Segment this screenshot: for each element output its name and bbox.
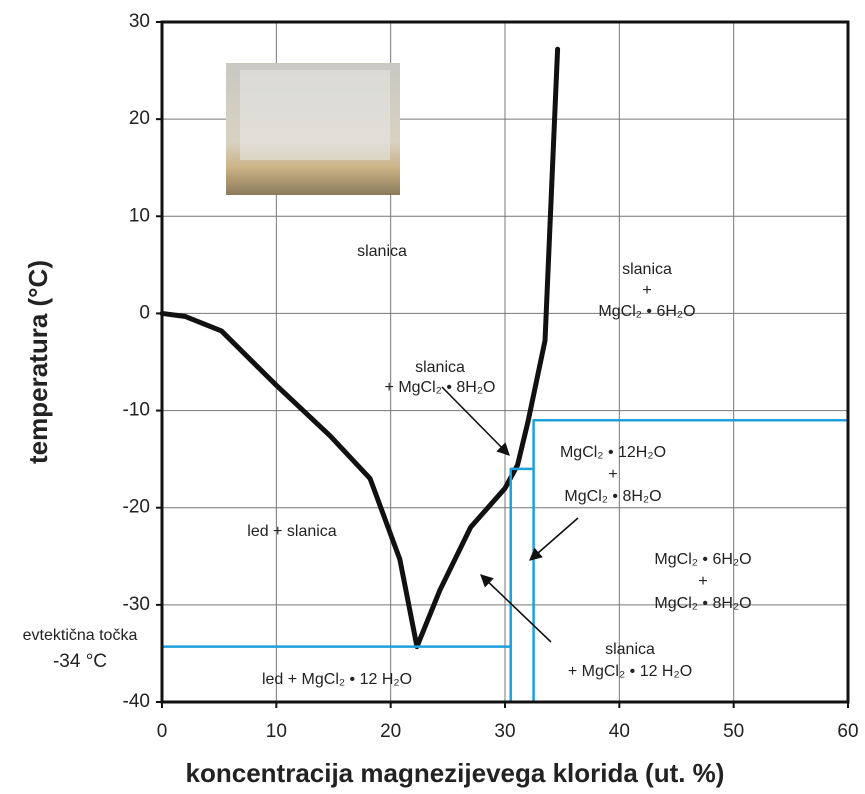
y-axis-title: temperatura (°C) <box>23 260 53 464</box>
annotation: + MgCl₂ • 12 H₂O <box>568 663 692 680</box>
annotation: + <box>642 282 651 299</box>
y-tick-label: -40 <box>123 691 150 712</box>
annotation: MgCl₂ • 6H₂O <box>598 303 695 320</box>
annotation: MgCl₂ • 8H₂O <box>654 595 751 612</box>
annotation: evtektična točka <box>23 627 138 644</box>
annotation: -34 °C <box>53 651 107 672</box>
x-tick-label: 50 <box>723 721 744 742</box>
annotation: + MgCl₂ • 8H₂O <box>385 379 496 396</box>
x-tick-label: 60 <box>837 721 858 742</box>
arrow <box>481 575 551 642</box>
x-tick-label: 30 <box>494 721 515 742</box>
annotation: slanica <box>622 261 672 278</box>
x-axis-title: koncentracija magnezijevega klorida (ut.… <box>186 758 725 788</box>
annotation: led + MgCl₂ • 12 H₂O <box>262 671 412 688</box>
x-tick-label: 0 <box>157 721 168 742</box>
photo-label-area <box>240 70 390 160</box>
y-tick-label: -20 <box>123 497 150 518</box>
annotation: led + slanica <box>247 523 336 540</box>
chart: koncentracija magnezijevega klorida (ut.… <box>0 0 865 794</box>
arrow <box>442 387 509 455</box>
photo-inset <box>226 63 400 195</box>
annotation: slanica <box>605 641 655 658</box>
y-tick-label: -30 <box>123 594 150 615</box>
annotation: slanica <box>415 359 465 376</box>
x-tick-label: 10 <box>266 721 287 742</box>
page: {"chart_data": { "type": "line", "x_labe… <box>0 0 865 794</box>
y-tick-label: 10 <box>129 205 150 226</box>
annotation: MgCl₂ • 8H₂O <box>564 488 661 505</box>
y-tick-label: 0 <box>139 302 150 323</box>
annotation: slanica <box>357 243 407 260</box>
annotation: + <box>608 466 617 483</box>
arrow <box>530 518 578 560</box>
y-tick-label: 30 <box>129 11 150 32</box>
annotation: MgCl₂ • 12H₂O <box>560 444 666 461</box>
x-tick-label: 40 <box>609 721 630 742</box>
y-tick-label: 20 <box>129 108 150 129</box>
y-tick-label: -10 <box>123 400 150 421</box>
annotation: MgCl₂ • 6H₂O <box>654 551 751 568</box>
x-tick-label: 20 <box>380 721 401 742</box>
annotation: + <box>698 573 707 590</box>
